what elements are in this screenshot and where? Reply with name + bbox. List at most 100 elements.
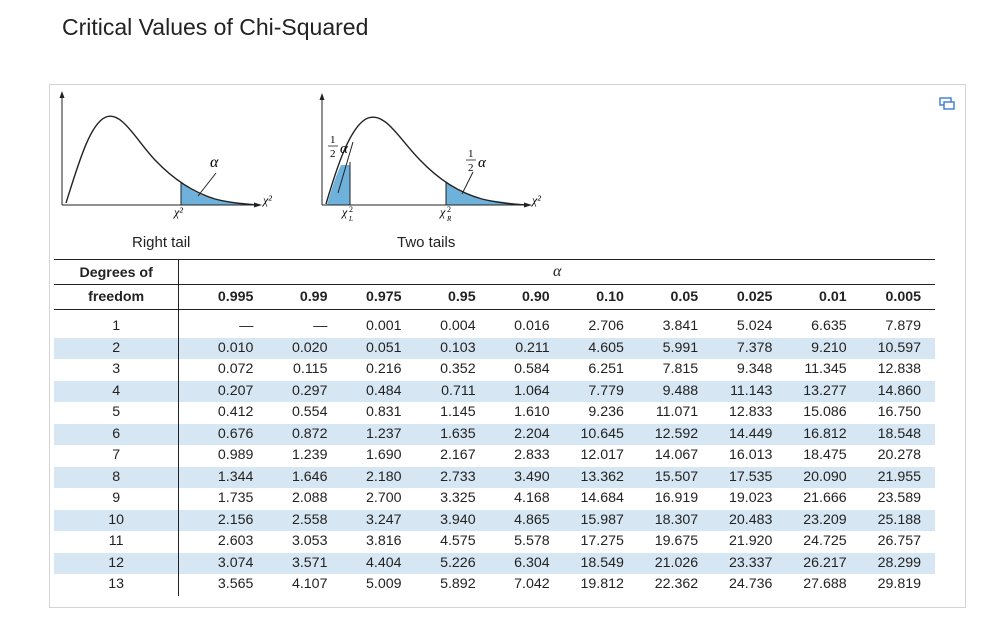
value-cell: 0.020 <box>253 337 328 359</box>
value-cell: 3.565 <box>217 576 254 592</box>
half-num-right: 1 <box>468 148 474 160</box>
value-cell: 0.554 <box>291 404 328 420</box>
value-cell: 14.449 <box>698 423 773 445</box>
value-cell: 0.001 <box>366 318 402 334</box>
value-cell: 3.074 <box>178 552 254 574</box>
df-cell: 1 <box>54 316 180 338</box>
value-cell: 3.325 <box>440 490 476 506</box>
chi2-L-sup: 2 <box>349 205 353 214</box>
half-den-left: 2 <box>330 148 336 160</box>
value-cell: 1.239 <box>291 447 328 463</box>
value-cell: 12.017 <box>580 447 624 463</box>
table-row: 10 2.156 2.558 3.247 3.940 4.865 15.987 18.307 2… <box>54 509 935 531</box>
df-cell: 12 <box>54 552 180 574</box>
value-cell: 0.216 <box>366 361 402 377</box>
value-cell: 4.107 <box>291 576 328 592</box>
half-num-left: 1 <box>330 134 336 146</box>
value-cell: 4.404 <box>327 552 402 574</box>
right-tail-caption: Right tail <box>132 234 191 251</box>
chi2-R-label: χ <box>439 205 446 219</box>
column-header: 0.01 <box>772 284 847 310</box>
two-tails-diagram: 1 2 α 1 2 α χ 2 L χ 2 R χ² <box>319 93 541 223</box>
value-cell: 0.051 <box>327 337 402 359</box>
column-header: 0.975 <box>327 284 402 310</box>
table-image-card <box>49 84 966 608</box>
value-cell: 17.535 <box>698 466 773 488</box>
chi2-R-sup: 2 <box>447 205 451 214</box>
value-cell: 5.009 <box>366 576 402 592</box>
value-cell: 4.168 <box>514 490 550 506</box>
distribution-diagrams: α χ² χ² 1 2 α 1 2 α χ 2 L χ 2 R χ² <box>59 91 541 223</box>
value-cell: 25.188 <box>846 509 935 531</box>
table-row: 5 0.412 0.554 0.831 1.145 1.610 9.236 11.071 12.… <box>54 402 935 424</box>
value-cell: 18.307 <box>623 509 699 531</box>
value-cell: 3.247 <box>327 509 402 531</box>
column-header: 0.90 <box>475 284 550 310</box>
value-cell: 20.090 <box>772 466 847 488</box>
table-row: 1 — — 0.001 0.004 0.016 2.706 3.841 5.024 6.635 7.… <box>54 316 935 338</box>
df-header-line1: Degrees of <box>54 259 180 285</box>
value-cell: 7.815 <box>662 361 699 377</box>
value-cell: 18.475 <box>803 447 847 463</box>
value-cell: 6.635 <box>811 318 847 334</box>
value-cell: 20.278 <box>877 447 921 463</box>
value-cell: 0.831 <box>366 404 402 420</box>
value-cell: 3.816 <box>366 533 402 549</box>
value-cell: 1.735 <box>217 490 254 506</box>
alpha-header: α <box>178 259 935 285</box>
value-cell: 21.920 <box>729 533 773 549</box>
value-cell: 2.088 <box>291 490 328 506</box>
value-cell: 5.991 <box>623 337 699 359</box>
chi2-L-label: χ <box>341 205 348 219</box>
df-cell: 10 <box>54 509 180 531</box>
value-cell: 16.919 <box>654 490 699 506</box>
value-cell: 9.210 <box>772 337 847 359</box>
value-cell: 1.635 <box>401 423 476 445</box>
table-row: 8 1.344 1.646 2.180 2.733 3.490 13.362 15.507 17… <box>54 466 935 488</box>
column-header: 0.10 <box>549 284 624 310</box>
value-cell: 11.143 <box>698 380 773 402</box>
table-row: 3 0.072 0.115 0.216 0.352 0.584 6.251 7.815 9.34… <box>54 359 935 381</box>
column-header: 0.05 <box>623 284 699 310</box>
value-cell: 7.879 <box>885 318 921 334</box>
value-cell: 26.217 <box>772 552 847 574</box>
value-cell: 9.236 <box>588 404 624 420</box>
value-cell: 9.348 <box>736 361 773 377</box>
value-cell: — <box>239 318 254 334</box>
value-cell: 16.812 <box>772 423 847 445</box>
right-tail-area-two <box>446 182 525 205</box>
value-cell: 0.207 <box>178 380 254 402</box>
value-cell: 21.666 <box>803 490 847 506</box>
table-row: 4 0.207 0.297 0.484 0.711 1.064 7.779 9.488 11.1… <box>54 380 935 402</box>
axis-chi2-two: χ² <box>531 193 541 207</box>
value-cell: 2.156 <box>178 509 254 531</box>
value-cell: 0.115 <box>293 361 328 377</box>
value-cell: 5.578 <box>514 533 550 549</box>
value-cell: 3.940 <box>401 509 476 531</box>
df-cell: 8 <box>54 466 180 488</box>
value-cell: 6.304 <box>475 552 550 574</box>
value-cell: 1.237 <box>327 423 402 445</box>
chi2-R-sub: R <box>446 215 452 223</box>
table-row: 9 1.735 2.088 2.700 3.325 4.168 14.684 16.919 19… <box>54 488 935 510</box>
value-cell: 3.053 <box>291 533 328 549</box>
value-cell: 0.211 <box>475 337 550 359</box>
column-header: 0.99 <box>253 284 328 310</box>
half-den-right: 2 <box>468 162 474 174</box>
table-row: 6 0.676 0.872 1.237 1.635 2.204 10.645 12.592 14… <box>54 423 935 445</box>
value-cell: 2.204 <box>475 423 550 445</box>
table-row: 2 0.010 0.020 0.051 0.103 0.211 4.605 5.991 7.37… <box>54 337 935 359</box>
df-cell: 2 <box>54 337 180 359</box>
value-cell: 10.597 <box>846 337 935 359</box>
value-cell: 15.507 <box>623 466 699 488</box>
value-cell: 3.571 <box>253 552 328 574</box>
value-cell: 0.584 <box>514 361 550 377</box>
value-cell: 7.378 <box>698 337 773 359</box>
value-cell: 19.675 <box>654 533 699 549</box>
df-header-line2: freedom <box>54 284 180 310</box>
df-cell: 5 <box>54 402 180 424</box>
table-row: 12 3.074 3.571 4.404 5.226 6.304 18.549 21.026 2… <box>54 552 935 574</box>
value-cell: 0.711 <box>401 380 476 402</box>
expand-icon[interactable] <box>939 97 955 111</box>
table-row: 11 2.603 3.053 3.816 4.575 5.578 17.275 19.675 2… <box>54 531 935 553</box>
